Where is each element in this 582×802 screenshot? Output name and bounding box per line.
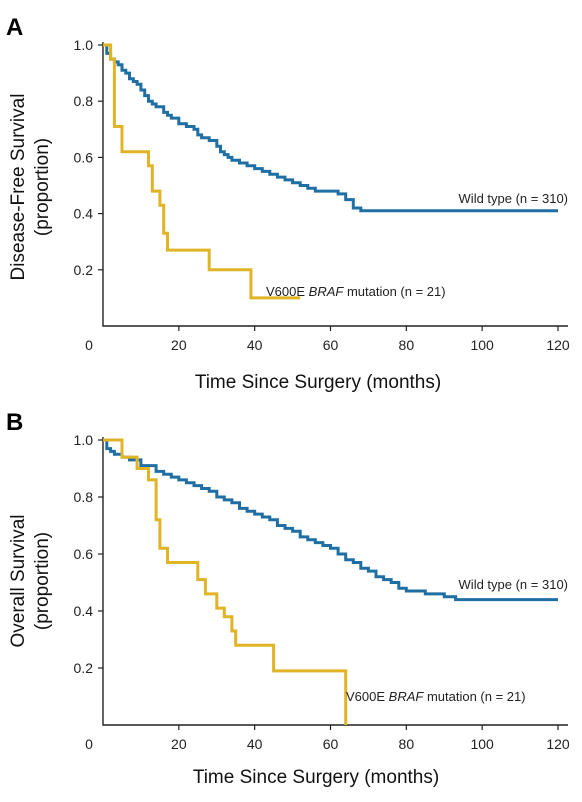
v600e-braf-curve xyxy=(103,43,301,300)
y-tick-label: 0.6 xyxy=(74,149,94,165)
x-axis-title: Time Since Surgery (months) xyxy=(193,767,439,788)
y-axis-title-line: Overall Survival xyxy=(8,514,29,647)
x-tick-label: 80 xyxy=(399,337,415,353)
wild-type-label: Wild type (n = 310) xyxy=(459,191,568,206)
x-tick-label: 40 xyxy=(247,337,263,353)
wild-type-curve xyxy=(103,438,558,602)
y-tick-label: 0.8 xyxy=(74,489,94,505)
x-tick-label: 120 xyxy=(546,736,570,752)
y-axis-title: Disease-Free Survival (proportion) xyxy=(8,94,53,281)
x-tick-label: 100 xyxy=(470,736,494,752)
y-tick-label: 0.2 xyxy=(74,660,94,676)
y-tick-label: 0.2 xyxy=(74,262,94,278)
axis-lines xyxy=(102,42,568,327)
panel-b: B Overall Survival (proportion) 0.2 0.4 0.6… xyxy=(6,409,570,788)
panel-letter: A xyxy=(6,14,23,41)
series-labels: Wild type (n = 310) V600E BRAF mutation (… xyxy=(346,577,568,704)
x-tick-label: 120 xyxy=(546,337,570,353)
y-axis-title: Overall Survival (proportion) xyxy=(8,514,53,647)
x-tick-label: 100 xyxy=(470,337,494,353)
y-tick-label: 0.6 xyxy=(74,546,94,562)
axis-lines xyxy=(102,437,568,726)
series-group xyxy=(103,43,558,300)
wild-type-curve xyxy=(103,43,558,213)
series-group xyxy=(103,438,558,725)
x-tick-label: 0 xyxy=(85,736,93,752)
x-tick-label: 20 xyxy=(171,736,187,752)
y-tick-label: 0.8 xyxy=(74,93,94,109)
x-tick-label: 60 xyxy=(323,337,339,353)
y-axis-title-line: (proportion) xyxy=(32,532,53,630)
x-tick-label: 60 xyxy=(323,736,339,752)
axes: 0.2 0.4 0.6 0.8 1.0 0 20 40 60 80 100 120 xyxy=(74,432,570,752)
y-tick-label: 0.4 xyxy=(74,603,94,619)
panel-a: A Disease-Free Survival (proportion) 0.20… xyxy=(6,14,570,393)
v600e-braf-label: V600E BRAF mutation (n = 21) xyxy=(346,689,526,704)
series-labels: Wild type (n = 310) V600E BRAF mutation (… xyxy=(266,191,568,299)
y-axis-title-line: (proportion) xyxy=(32,138,53,236)
y-tick-label: 1.0 xyxy=(74,432,94,448)
v600e-braf-label: V600E BRAF mutation (n = 21) xyxy=(266,284,446,299)
x-tick-label: 80 xyxy=(399,736,415,752)
v600e-braf-curve xyxy=(103,438,348,725)
x-tick-label: 40 xyxy=(247,736,263,752)
wild-type-label: Wild type (n = 310) xyxy=(459,577,568,592)
panel-letter: B xyxy=(6,409,23,436)
axes: 0.2 0.4 0.6 0.8 1.0 0 20 40 60 80 100 120 xyxy=(74,37,570,353)
y-tick-label: 0.4 xyxy=(74,206,94,222)
x-tick-label: 0 xyxy=(85,337,93,353)
x-tick-label: 20 xyxy=(171,337,187,353)
y-axis-title-line: Disease-Free Survival xyxy=(8,94,29,281)
x-axis-title: Time Since Surgery (months) xyxy=(195,372,441,393)
y-tick-label: 1.0 xyxy=(74,37,94,53)
